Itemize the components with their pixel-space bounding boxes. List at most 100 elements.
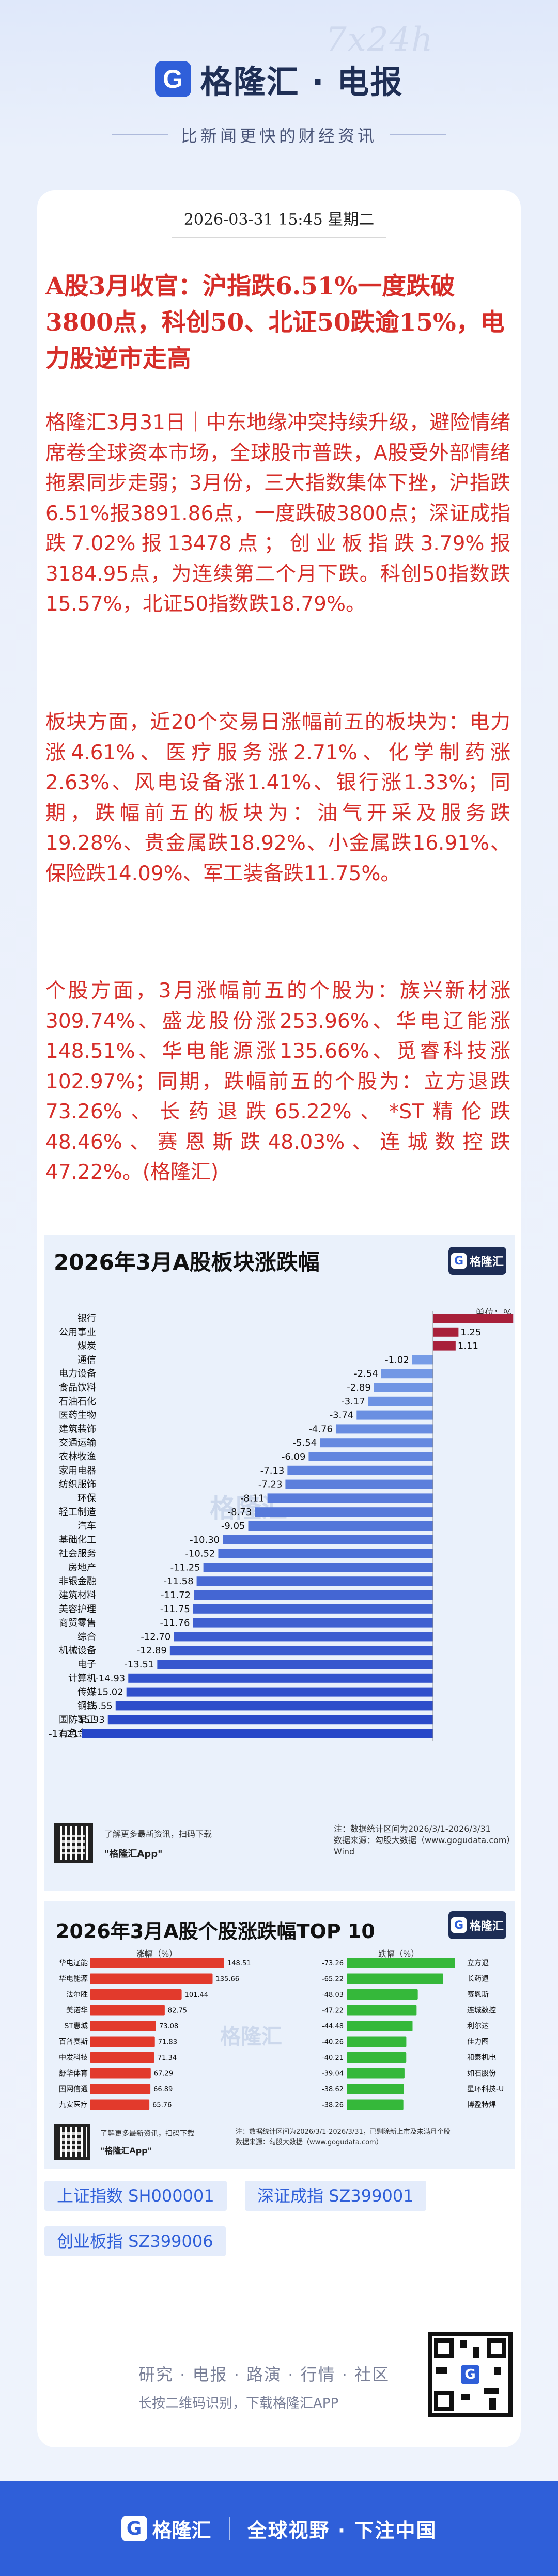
gainer-name: 中发科技 (59, 2054, 88, 2062)
sector-bar (82, 1729, 433, 1738)
sector-value-label: -8.11 (240, 1493, 265, 1504)
article-headline: A股3月收官：沪指跌6.51%一度跌破3800点，科创50、北证50跌逾15%，… (45, 272, 505, 373)
sector-label: 国防军工 (59, 1714, 96, 1725)
brand-title: 格隆汇 · 电报 (200, 63, 404, 101)
sector-chart-app-name: "格隆汇App" (104, 1849, 163, 1860)
loser-name: 星环科技-U (467, 2085, 504, 2094)
sector-value-label: -11.75 (160, 1604, 190, 1615)
sector-chart-qr-icon (54, 1823, 93, 1863)
qr-logo-icon: G (459, 2363, 482, 2386)
sector-value-label: -8.73 (228, 1507, 252, 1518)
gainer-value-label: 148.51 (227, 1960, 251, 1968)
loser-value-label: -47.22 (322, 2007, 344, 2015)
sector-bar (285, 1479, 433, 1489)
gainer-name: 法尔胜 (66, 1991, 88, 1999)
sector-bar (433, 1327, 459, 1337)
sector-bar (267, 1493, 433, 1503)
bottom-divider (228, 2517, 230, 2540)
stock-chart-qr-caption: 了解更多最新资讯，扫码下载 (100, 2130, 194, 2138)
bottom-logo-icon: G (121, 2516, 147, 2541)
gainer-name: 美诺华 (66, 2007, 88, 2015)
bottom-brand: G 格隆汇 (121, 2515, 211, 2543)
gainer-bar (90, 2005, 165, 2016)
gainer-name: 百普赛斯 (59, 2038, 88, 2047)
slogan-divider-left (111, 134, 168, 135)
gainer-bar (90, 2068, 151, 2079)
sector-value-label: -2.89 (347, 1382, 371, 1393)
sector-value-label: -11.76 (160, 1618, 190, 1629)
sector-bar (255, 1507, 433, 1517)
sector-value-label: -3.17 (341, 1396, 365, 1407)
article-paragraph-2: 板块方面，近20个交易日涨幅前五的板块为：电力涨4.61%、医疗服务涨2.71%… (45, 711, 510, 885)
header: 7x24h G 格隆汇 · 电报 比新闻更快的财经资讯 (0, 0, 558, 170)
sector-label: 美容护理 (59, 1604, 96, 1615)
stock-chart-title: 2026年3月A股个股涨跌幅TOP 10 (56, 1920, 375, 1943)
sector-bar (218, 1549, 433, 1558)
loser-value-label: -40.26 (322, 2039, 344, 2047)
stock-tag-sz399001[interactable]: 深证成指 SZ399001 (245, 2181, 426, 2211)
loser-value-label: -73.26 (322, 1960, 344, 1968)
loser-value-label: -38.62 (322, 2086, 344, 2094)
sector-bar (335, 1424, 433, 1434)
loser-name: 长药退 (467, 1975, 489, 1984)
loser-bar (347, 2068, 405, 2079)
qr-module (473, 2347, 479, 2358)
loser-name: 如石股份 (467, 2070, 496, 2078)
qr-module (489, 2398, 496, 2410)
sector-bar (203, 1563, 433, 1572)
sector-bar (308, 1452, 433, 1461)
sector-label: 纺织服饰 (59, 1479, 96, 1490)
sector-bar (320, 1438, 433, 1448)
loser-bar (347, 2052, 407, 2063)
slogan-divider-right (390, 134, 446, 135)
sector-label: 银行 (78, 1313, 96, 1324)
sector-label: 石油石化 (59, 1396, 96, 1407)
gainer-bar (90, 1973, 213, 1984)
sector-label: 机械设备 (59, 1645, 96, 1656)
sector-chart-title: 2026年3月A股板块涨跌幅 (54, 1250, 320, 1275)
sector-value-label: -10.52 (185, 1549, 215, 1559)
bottom-brand-name: 格隆汇 (152, 2519, 211, 2542)
sector-value-label: 1.25 (460, 1327, 481, 1338)
sector-value-label: 1.11 (458, 1341, 478, 1352)
sector-bar (194, 1590, 433, 1600)
loser-bar (347, 2084, 404, 2094)
gainer-value-label: 101.44 (185, 1991, 209, 1999)
stock-tag-sh000001[interactable]: 上证指数 SH000001 (44, 2181, 227, 2211)
loser-bar (347, 1973, 443, 1984)
sector-bar (196, 1576, 433, 1586)
loser-bar (347, 2036, 407, 2047)
loser-bar (347, 1958, 455, 1968)
sector-label: 轻工制造 (59, 1507, 96, 1518)
sector-bar (433, 1341, 456, 1351)
sector-label: 计算机 (68, 1673, 96, 1684)
sector-bar (368, 1396, 433, 1406)
stock-chart-logo: G 格隆汇 (448, 1911, 506, 1939)
sector-value-label: -10.30 (190, 1535, 220, 1545)
gainer-name: 国网信通 (59, 2085, 88, 2094)
loser-name: 连城数控 (467, 2007, 496, 2015)
qr-module (436, 2367, 447, 2374)
stock-chart-qr-icon (54, 2124, 90, 2160)
gainers-label: 涨幅（%） (136, 1949, 178, 1959)
sector-label: 商贸零售 (59, 1618, 96, 1629)
article-paragraph-3: 个股方面，3月涨幅前五的个股为：族兴新材涨309.74%、盛龙股份涨253.96… (45, 979, 510, 1184)
loser-value-label: -39.04 (322, 2070, 344, 2078)
gainer-value-label: 135.66 (216, 1976, 240, 1984)
sector-bar (128, 1673, 433, 1683)
stock-chart: 2026年3月A股个股涨跌幅TOP 10 G 格隆汇 涨幅（%） 跌幅（%） 格隆… (44, 1901, 515, 2169)
gainer-value-label: 71.34 (158, 2054, 177, 2062)
logo-g-icon: G (451, 1917, 467, 1933)
sector-bar (174, 1632, 433, 1642)
losers-label: 跌幅（%） (378, 1949, 420, 1959)
sector-value-label: -1.02 (385, 1354, 409, 1365)
loser-name: 利尔达 (467, 2022, 489, 2031)
gainer-bar (90, 2084, 151, 2094)
sector-chart-qr-caption: 了解更多最新资讯，扫码下载 (104, 1829, 212, 1839)
sector-label: 医药生物 (59, 1410, 96, 1421)
stock-tag-sz399006[interactable]: 创业板指 SZ399006 (44, 2226, 226, 2256)
sector-label: 公用事业 (59, 1327, 96, 1338)
gainer-value-label: 67.29 (154, 2070, 173, 2078)
loser-value-label: -38.26 (322, 2102, 344, 2110)
loser-name: 和泰机电 (467, 2054, 496, 2062)
